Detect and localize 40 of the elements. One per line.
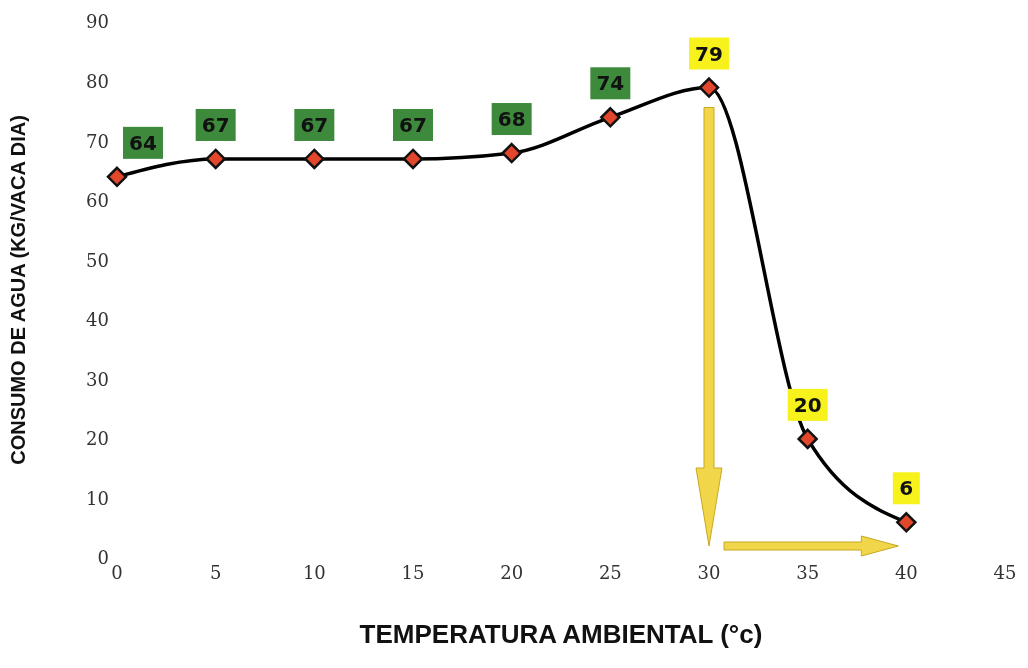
data-label: 20 [793, 392, 822, 417]
data-label: 74 [596, 71, 625, 96]
x-axis-title: TEMPERATURA AMBIENTAL (°c) [359, 619, 763, 649]
x-tick-label: 35 [796, 561, 820, 583]
data-label: 67 [399, 112, 427, 137]
point [600, 107, 621, 128]
x-tick-label: 45 [993, 561, 1017, 583]
point [402, 148, 424, 170]
y-tick-label: 0 [97, 547, 109, 569]
x-tick-label: 5 [209, 561, 222, 583]
point [698, 77, 720, 98]
y-tick-label: 10 [86, 487, 109, 509]
y-tick-label: 50 [86, 249, 109, 271]
point [106, 166, 128, 188]
y-axis-title: CONSUMO DE AGUA (KG/VACA DIA) [7, 115, 30, 465]
data-label: 68 [497, 107, 526, 132]
x-tick-label: 25 [598, 561, 622, 583]
point [501, 142, 522, 164]
point [896, 512, 917, 533]
y-tick-label: 40 [86, 309, 109, 331]
point [797, 428, 818, 450]
x-tick-label: 20 [500, 561, 524, 583]
x-tick-label: 0 [111, 561, 123, 583]
x-tick-label: 10 [302, 561, 326, 583]
y-tick-label: 20 [86, 428, 109, 450]
data-label: 67 [300, 112, 329, 137]
y-tick-label: 30 [86, 368, 109, 390]
y-tick-label: 80 [86, 70, 109, 92]
data-label: 67 [201, 112, 230, 137]
point [205, 148, 226, 170]
x-tick-label: 15 [401, 561, 425, 583]
point [304, 148, 325, 170]
data-label: 79 [695, 41, 723, 66]
y-tick-label: 90 [86, 11, 109, 33]
data-label: 64 [129, 130, 157, 155]
data-label: 6 [899, 476, 914, 501]
x-tick-label: 40 [894, 561, 918, 583]
x-tick-label: 30 [697, 561, 721, 583]
y-tick-label: 70 [86, 130, 109, 152]
y-tick-label: 60 [86, 190, 109, 212]
